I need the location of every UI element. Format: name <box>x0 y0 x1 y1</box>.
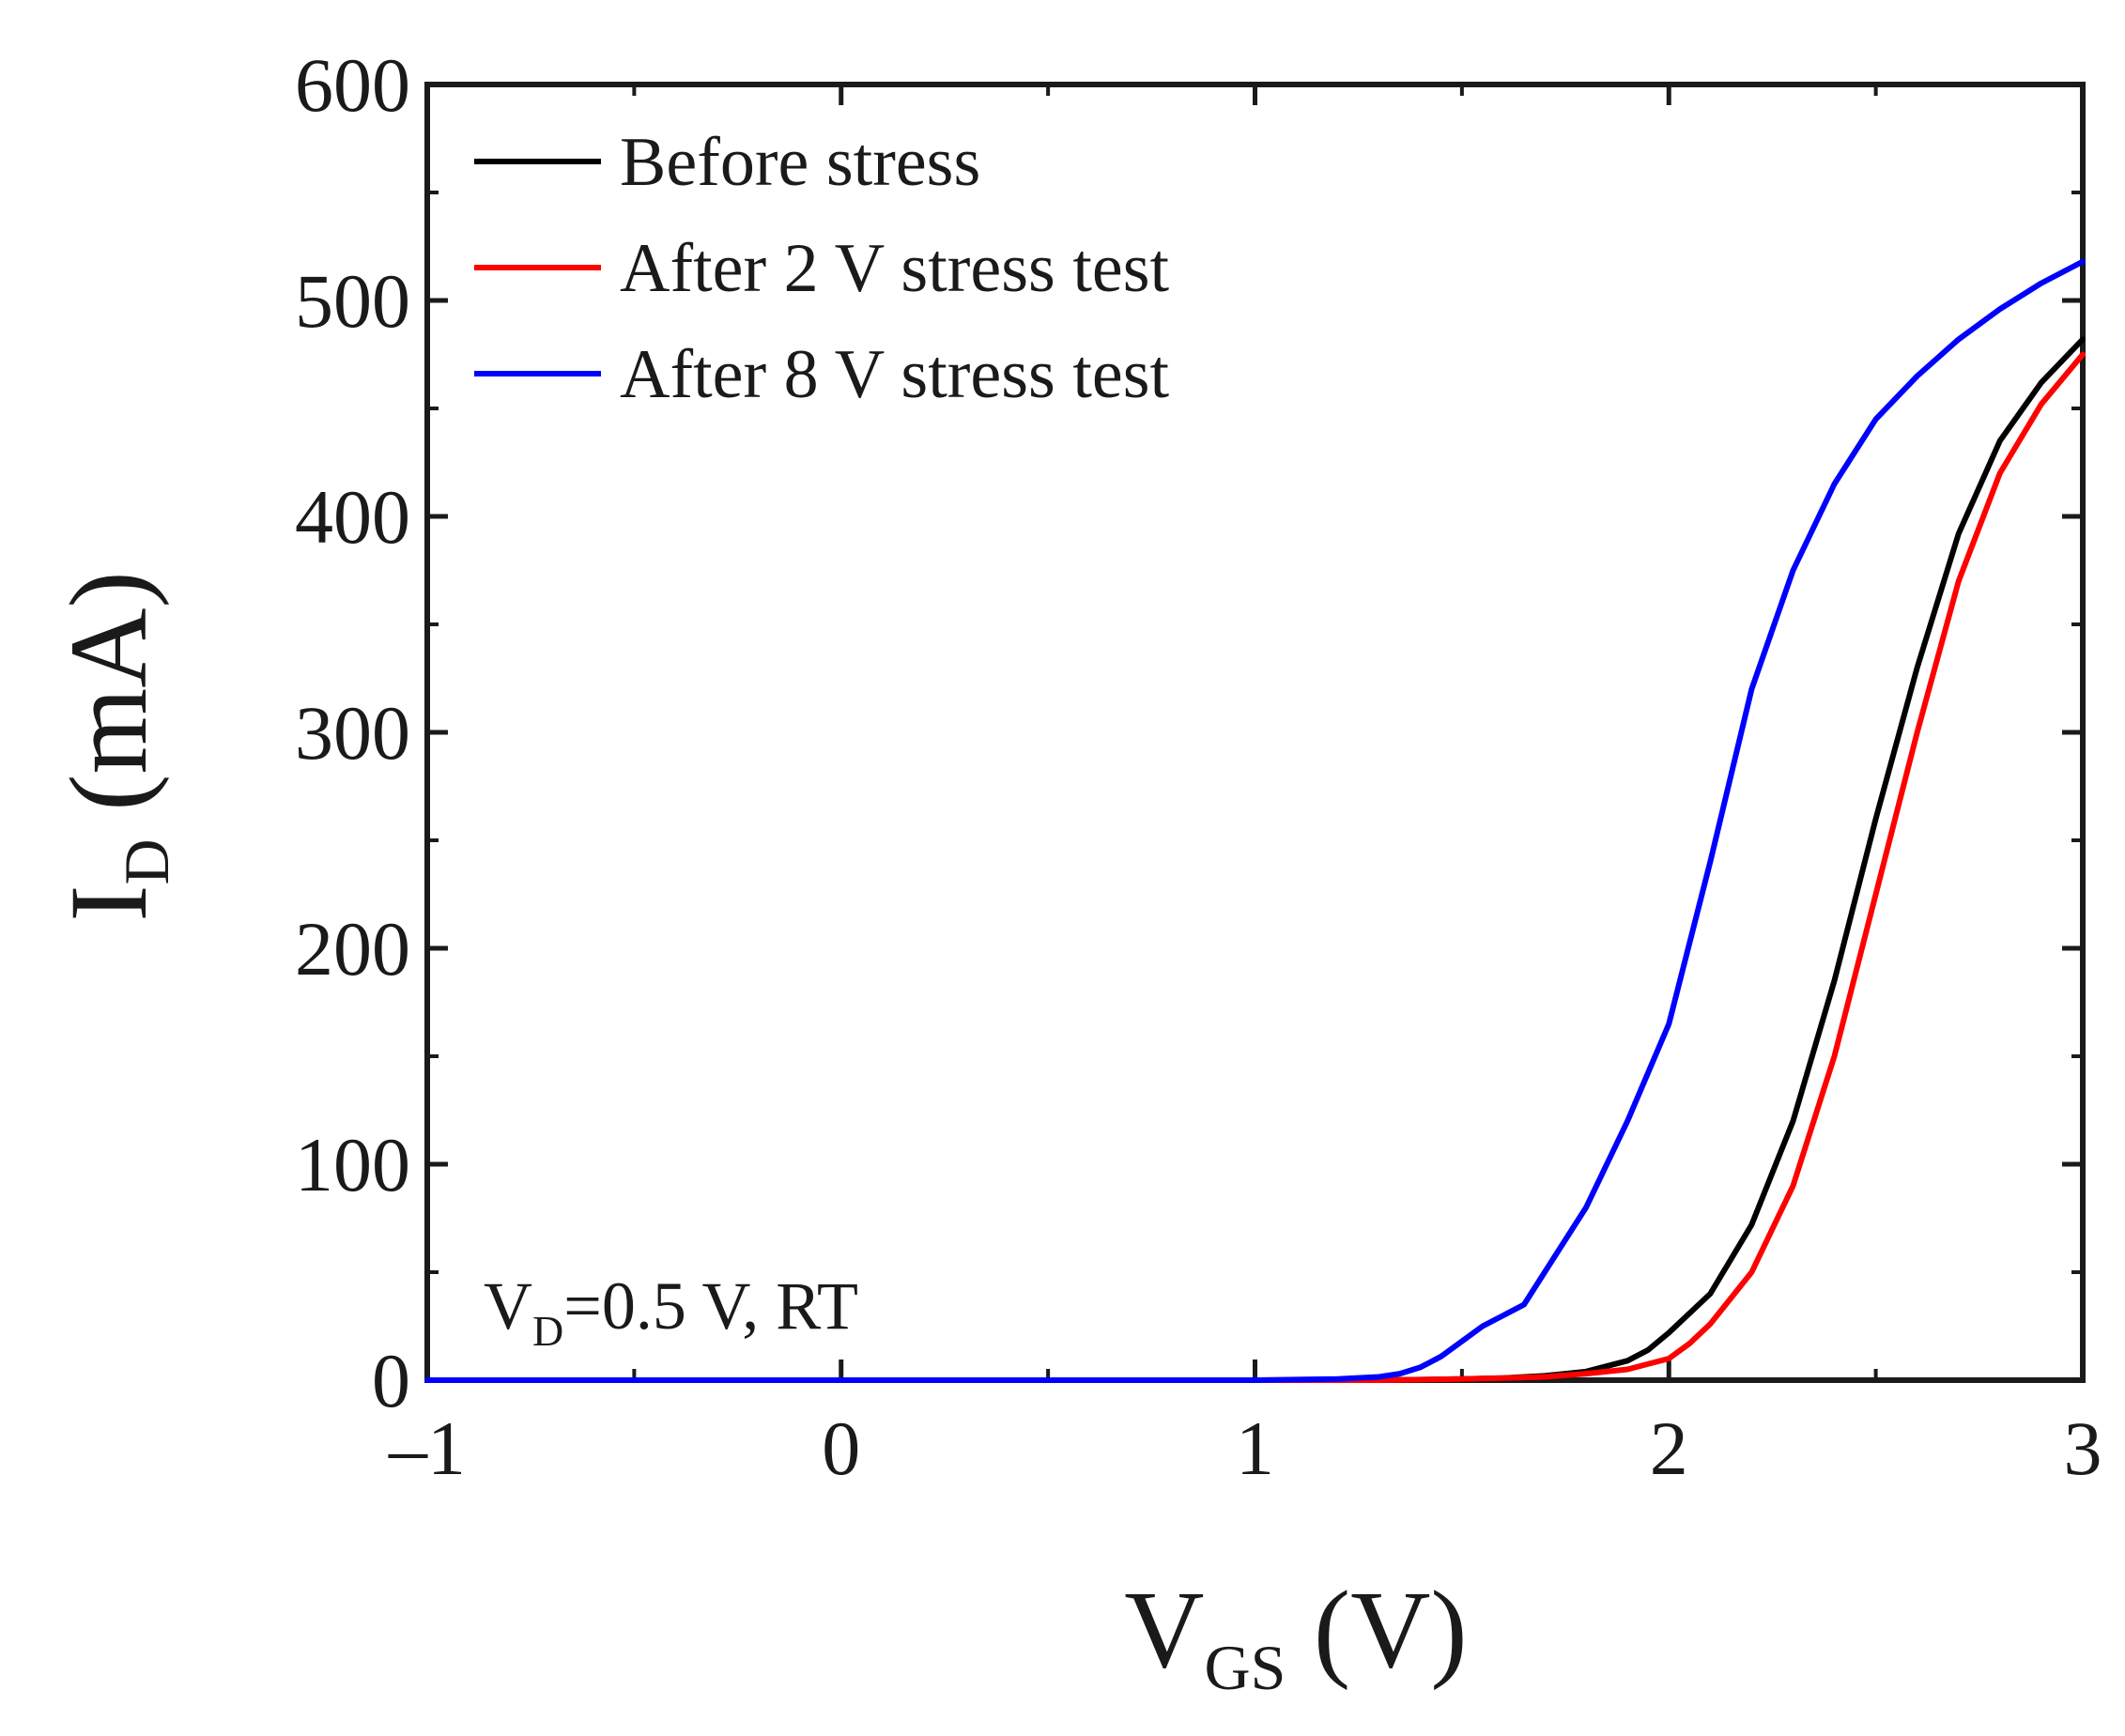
x-tick-label: –1 <box>388 1406 466 1491</box>
x-axis-title-main: V <box>1124 1568 1204 1691</box>
x-axis-title: VGS (V) <box>1124 1568 1467 1703</box>
y-tick-label: 0 <box>372 1338 410 1423</box>
x-axis-title-subscript: GS <box>1204 1632 1286 1703</box>
x-tick-label: 1 <box>1236 1406 1274 1491</box>
y-axis-title-main: I <box>47 884 170 921</box>
y-tick-label: 300 <box>295 690 410 776</box>
annotation-subscript: D <box>532 1307 563 1355</box>
series-line-1 <box>424 336 2086 1383</box>
axis-ticks <box>424 82 2086 1383</box>
annotation-rest: =0.5 V, RT <box>563 1268 858 1344</box>
y-tick-label: 400 <box>295 474 410 560</box>
x-axis-title-unit: (V) <box>1286 1568 1467 1691</box>
legend-label-3: After 8 V stress test <box>620 336 1170 413</box>
annotation-main: V <box>484 1268 532 1344</box>
legend-label-1: Before stress <box>620 124 980 201</box>
x-tick-label: 0 <box>822 1406 860 1491</box>
y-axis-title-unit: (mA) <box>47 571 170 838</box>
series-line-2 <box>424 351 2086 1383</box>
data-series <box>424 258 2086 1383</box>
legend: Before stress After 2 V stress test After … <box>474 124 1170 413</box>
legend-label-2: After 2 V stress test <box>620 230 1170 307</box>
y-tick-label: 100 <box>295 1122 410 1207</box>
y-axis-title: ID (mA) <box>47 571 182 922</box>
x-tick-label: 2 <box>1650 1406 1688 1491</box>
y-tick-label: 200 <box>295 906 410 991</box>
measurement-condition-annotation: VD=0.5 V, RT <box>484 1268 858 1355</box>
x-tick-label: 3 <box>2064 1406 2102 1491</box>
y-tick-label: 600 <box>295 42 410 128</box>
y-axis-title-subscript: D <box>111 838 182 884</box>
series-line-3 <box>424 258 2086 1383</box>
y-tick-label: 500 <box>295 258 410 344</box>
